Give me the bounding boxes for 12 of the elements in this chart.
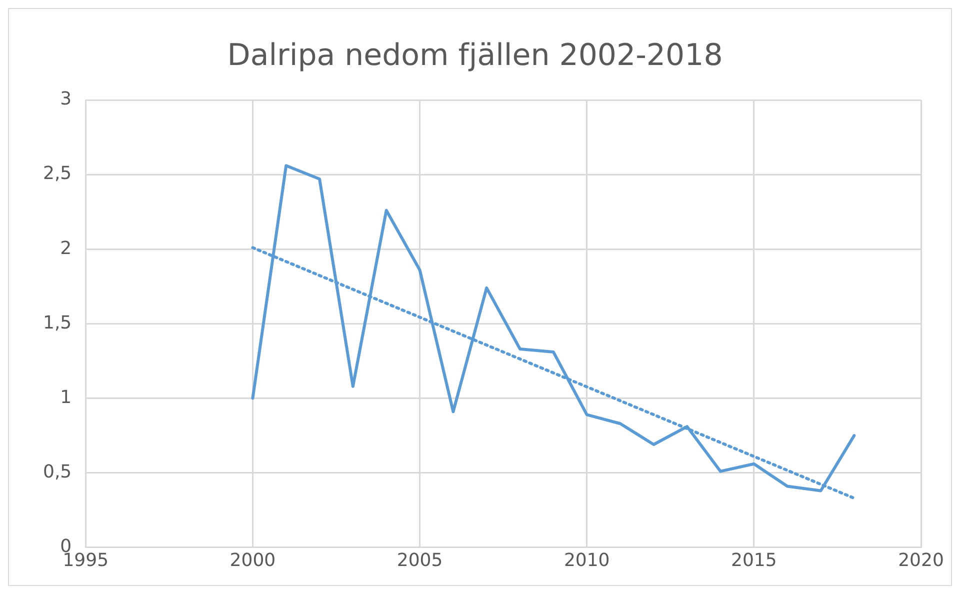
x-tick-label: 2000 — [230, 550, 276, 571]
x-tick-label: 2010 — [564, 550, 610, 571]
y-tick-label: 3 — [60, 88, 72, 110]
x-tick-label: 2005 — [396, 550, 443, 571]
chart-title: Dalripa nedom fjällen 2002-2018 — [227, 38, 723, 73]
x-tick-label: 2020 — [898, 550, 944, 571]
y-tick-label: 1 — [60, 386, 72, 408]
y-tick-label: 1,5 — [42, 312, 72, 334]
y-tick-label: 0,5 — [42, 462, 72, 483]
y-tick-label: 2,5 — [42, 163, 72, 184]
y-tick-label: 2 — [60, 238, 72, 259]
x-tick-label: 2015 — [731, 550, 777, 571]
